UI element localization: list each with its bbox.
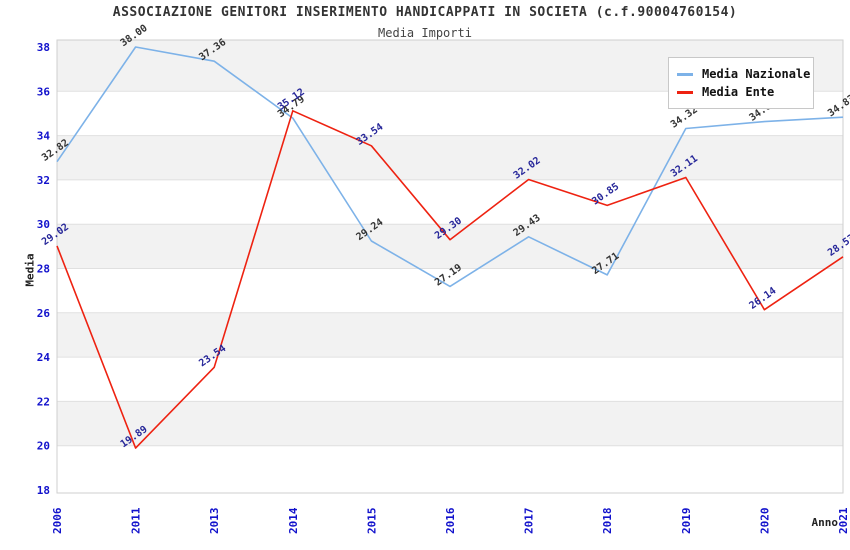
legend-item-label: Media Nazionale (702, 67, 811, 81)
y-tick-label: 20 (37, 440, 50, 453)
x-tick-label: 2016 (444, 507, 457, 534)
x-tick-label: 2006 (51, 507, 64, 534)
y-tick-label: 38 (37, 41, 50, 54)
grid-band (57, 224, 843, 269)
x-tick-label: 2018 (601, 508, 614, 535)
grid-band (57, 401, 843, 446)
y-tick-label: 28 (37, 263, 50, 276)
legend-swatch-blue (677, 72, 693, 76)
x-tick-label: 2021 (837, 507, 850, 534)
grid-band (57, 135, 843, 180)
y-tick-label: 18 (37, 484, 50, 497)
y-tick-label: 22 (37, 395, 50, 408)
x-tick-label: 2019 (680, 508, 693, 535)
y-tick-label: 30 (37, 218, 50, 231)
x-tick-label: 2017 (523, 508, 536, 535)
legend-swatch-red (677, 90, 693, 94)
grid-band (57, 312, 843, 358)
legend-item-media-ente: Media Ente (677, 85, 805, 99)
series-line-media-nazionale (56, 46, 844, 288)
x-tick-label: 2014 (287, 507, 300, 534)
series-line-media-ente (56, 110, 844, 449)
y-tick-label: 34 (37, 130, 51, 143)
legend-item-label: Media Ente (702, 85, 775, 99)
x-axis-title: Anno (811, 516, 839, 529)
x-tick-label: 2013 (208, 508, 221, 535)
legend: Media Nazionale Media Ente (668, 57, 814, 109)
y-tick-label: 26 (37, 307, 51, 320)
legend-item-media-nazionale: Media Nazionale (677, 67, 810, 81)
x-tick-label: 2020 (758, 508, 771, 535)
y-axis-title: Media (23, 253, 37, 287)
x-tick-label: 2015 (365, 508, 378, 535)
x-tick-label: 2011 (130, 507, 143, 534)
plot-border (56, 39, 844, 494)
y-tick-label: 24 (37, 351, 51, 364)
y-tick-label: 36 (37, 85, 51, 98)
chart-title: ASSOCIAZIONE GENITORI INSERIMENTO HANDIC… (112, 5, 738, 20)
chart-subtitle: Media Importi (378, 26, 472, 40)
y-tick-label: 32 (37, 174, 50, 187)
